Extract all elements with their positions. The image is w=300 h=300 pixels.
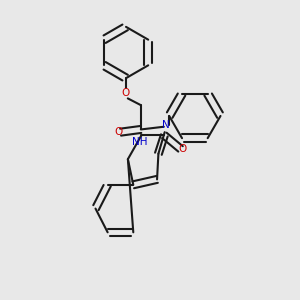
Text: O: O bbox=[179, 144, 187, 154]
Text: O: O bbox=[114, 127, 122, 137]
Text: N: N bbox=[162, 120, 170, 130]
Text: O: O bbox=[122, 88, 130, 98]
Text: NH: NH bbox=[132, 137, 148, 147]
